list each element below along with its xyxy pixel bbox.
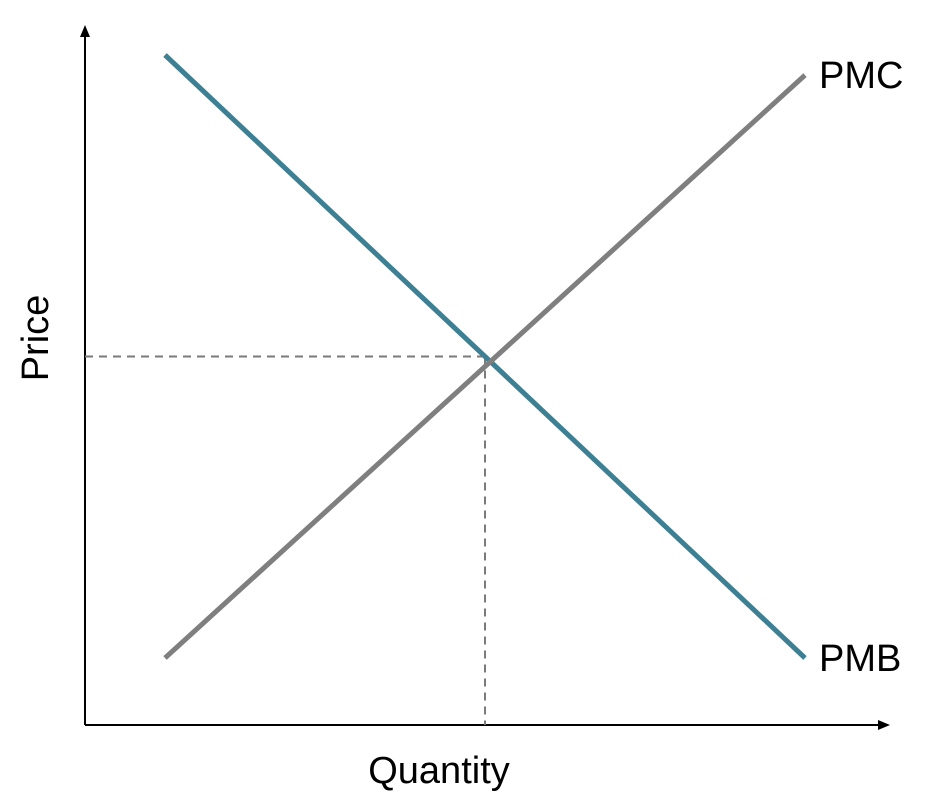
- x-axis-label: Quantity: [368, 750, 510, 792]
- pmb-curve: [163, 53, 807, 660]
- y-axis-label: Price: [15, 295, 57, 382]
- pmc-curve: [163, 73, 807, 660]
- y-axis-arrow: [80, 25, 90, 37]
- pmc-label: PMC: [819, 55, 903, 97]
- x-axis-arrow: [878, 720, 890, 730]
- pmb-label: PMB: [819, 638, 901, 680]
